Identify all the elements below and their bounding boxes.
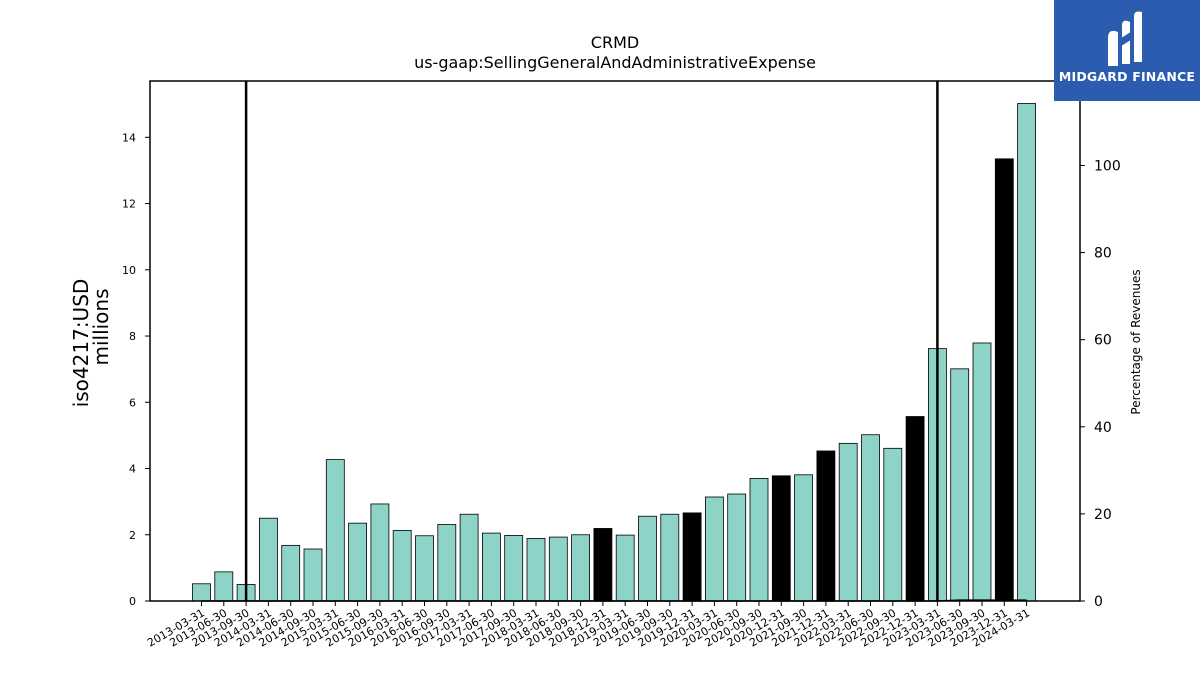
plot-frame xyxy=(149,80,1081,602)
bar-2020-09-30 xyxy=(749,478,769,602)
y2-tick-label-0: 0 xyxy=(1094,594,1103,610)
bar-2014-09-30 xyxy=(303,548,323,602)
logo-text: MIDGARD FINANCE xyxy=(1058,69,1196,84)
bar-2024-03-31 xyxy=(1017,103,1036,602)
y-tick-label-0: 0 xyxy=(129,595,136,608)
bar-2018-09-30 xyxy=(571,534,590,602)
bar-2022-03-31 xyxy=(838,442,858,602)
bar-2018-06-30 xyxy=(548,536,568,602)
bar-2020-06-30 xyxy=(727,493,747,602)
y2-tick-label-100: 100 xyxy=(1094,158,1121,174)
bar-2019-12-31 xyxy=(682,512,702,602)
y2-tick-label-60: 60 xyxy=(1094,333,1112,349)
bar-2016-09-30 xyxy=(437,524,457,602)
chart-subtitle: us-gaap:SellingGeneralAndAdministrativeE… xyxy=(414,53,816,72)
bar-2023-09-30 xyxy=(972,342,992,602)
bar-2014-06-30 xyxy=(281,544,301,602)
bar-2013-06-30 xyxy=(214,571,234,602)
brand-logo: MIDGARD FINANCE xyxy=(1054,0,1200,101)
bar-2019-06-30 xyxy=(638,515,657,602)
bar-2020-12-31 xyxy=(771,475,791,602)
y2-tick-label-80: 80 xyxy=(1094,246,1112,262)
y-tick-label-6: 6 xyxy=(129,396,136,409)
y-tick-label-14: 14 xyxy=(122,131,136,144)
y-tick-label-8: 8 xyxy=(129,330,136,343)
bar-2014-03-31 xyxy=(258,517,278,602)
bar-2015-06-30 xyxy=(348,522,368,602)
bar-2022-12-31 xyxy=(905,416,925,602)
y-tick-label-10: 10 xyxy=(122,264,136,277)
bar-2023-12-31 xyxy=(994,158,1014,602)
bar-2015-09-30 xyxy=(370,503,390,602)
bar-2013-03-31 xyxy=(192,583,211,602)
bar-2021-12-31 xyxy=(816,450,836,602)
y2-axis-label: Percentage of Revenues xyxy=(1129,269,1143,414)
bar-2016-03-31 xyxy=(392,530,412,602)
bar-2018-12-31 xyxy=(593,528,613,602)
y-tick-label-12: 12 xyxy=(122,198,136,211)
bar-2019-09-30 xyxy=(660,513,680,602)
bar-2016-06-30 xyxy=(415,535,434,602)
bar-2017-06-30 xyxy=(481,532,501,602)
y-axis-units-label: millions xyxy=(89,288,113,365)
logo-mark-icon xyxy=(1108,11,1142,66)
bar-2022-06-30 xyxy=(861,434,880,602)
bar-2015-03-31 xyxy=(325,459,345,602)
plot-area: 024681012140204060801002013-03-312013-06… xyxy=(122,80,1121,650)
y-tick-label-2: 2 xyxy=(129,529,136,542)
bar-2017-09-30 xyxy=(504,535,524,602)
y-tick-label-4: 4 xyxy=(129,463,136,476)
bar-2018-03-31 xyxy=(526,538,546,602)
bar-2021-09-30 xyxy=(794,474,813,602)
bar-2017-03-31 xyxy=(459,513,479,602)
y-axis-label: iso4217:USD xyxy=(69,279,93,408)
bar-2023-06-30 xyxy=(950,368,970,602)
bar-2022-09-30 xyxy=(883,447,903,602)
y2-tick-label-40: 40 xyxy=(1094,420,1112,436)
bar-2019-03-31 xyxy=(615,534,635,602)
chart-title: CRMD xyxy=(591,33,639,52)
bar-2020-03-31 xyxy=(705,496,724,602)
y2-tick-label-20: 20 xyxy=(1094,507,1112,523)
